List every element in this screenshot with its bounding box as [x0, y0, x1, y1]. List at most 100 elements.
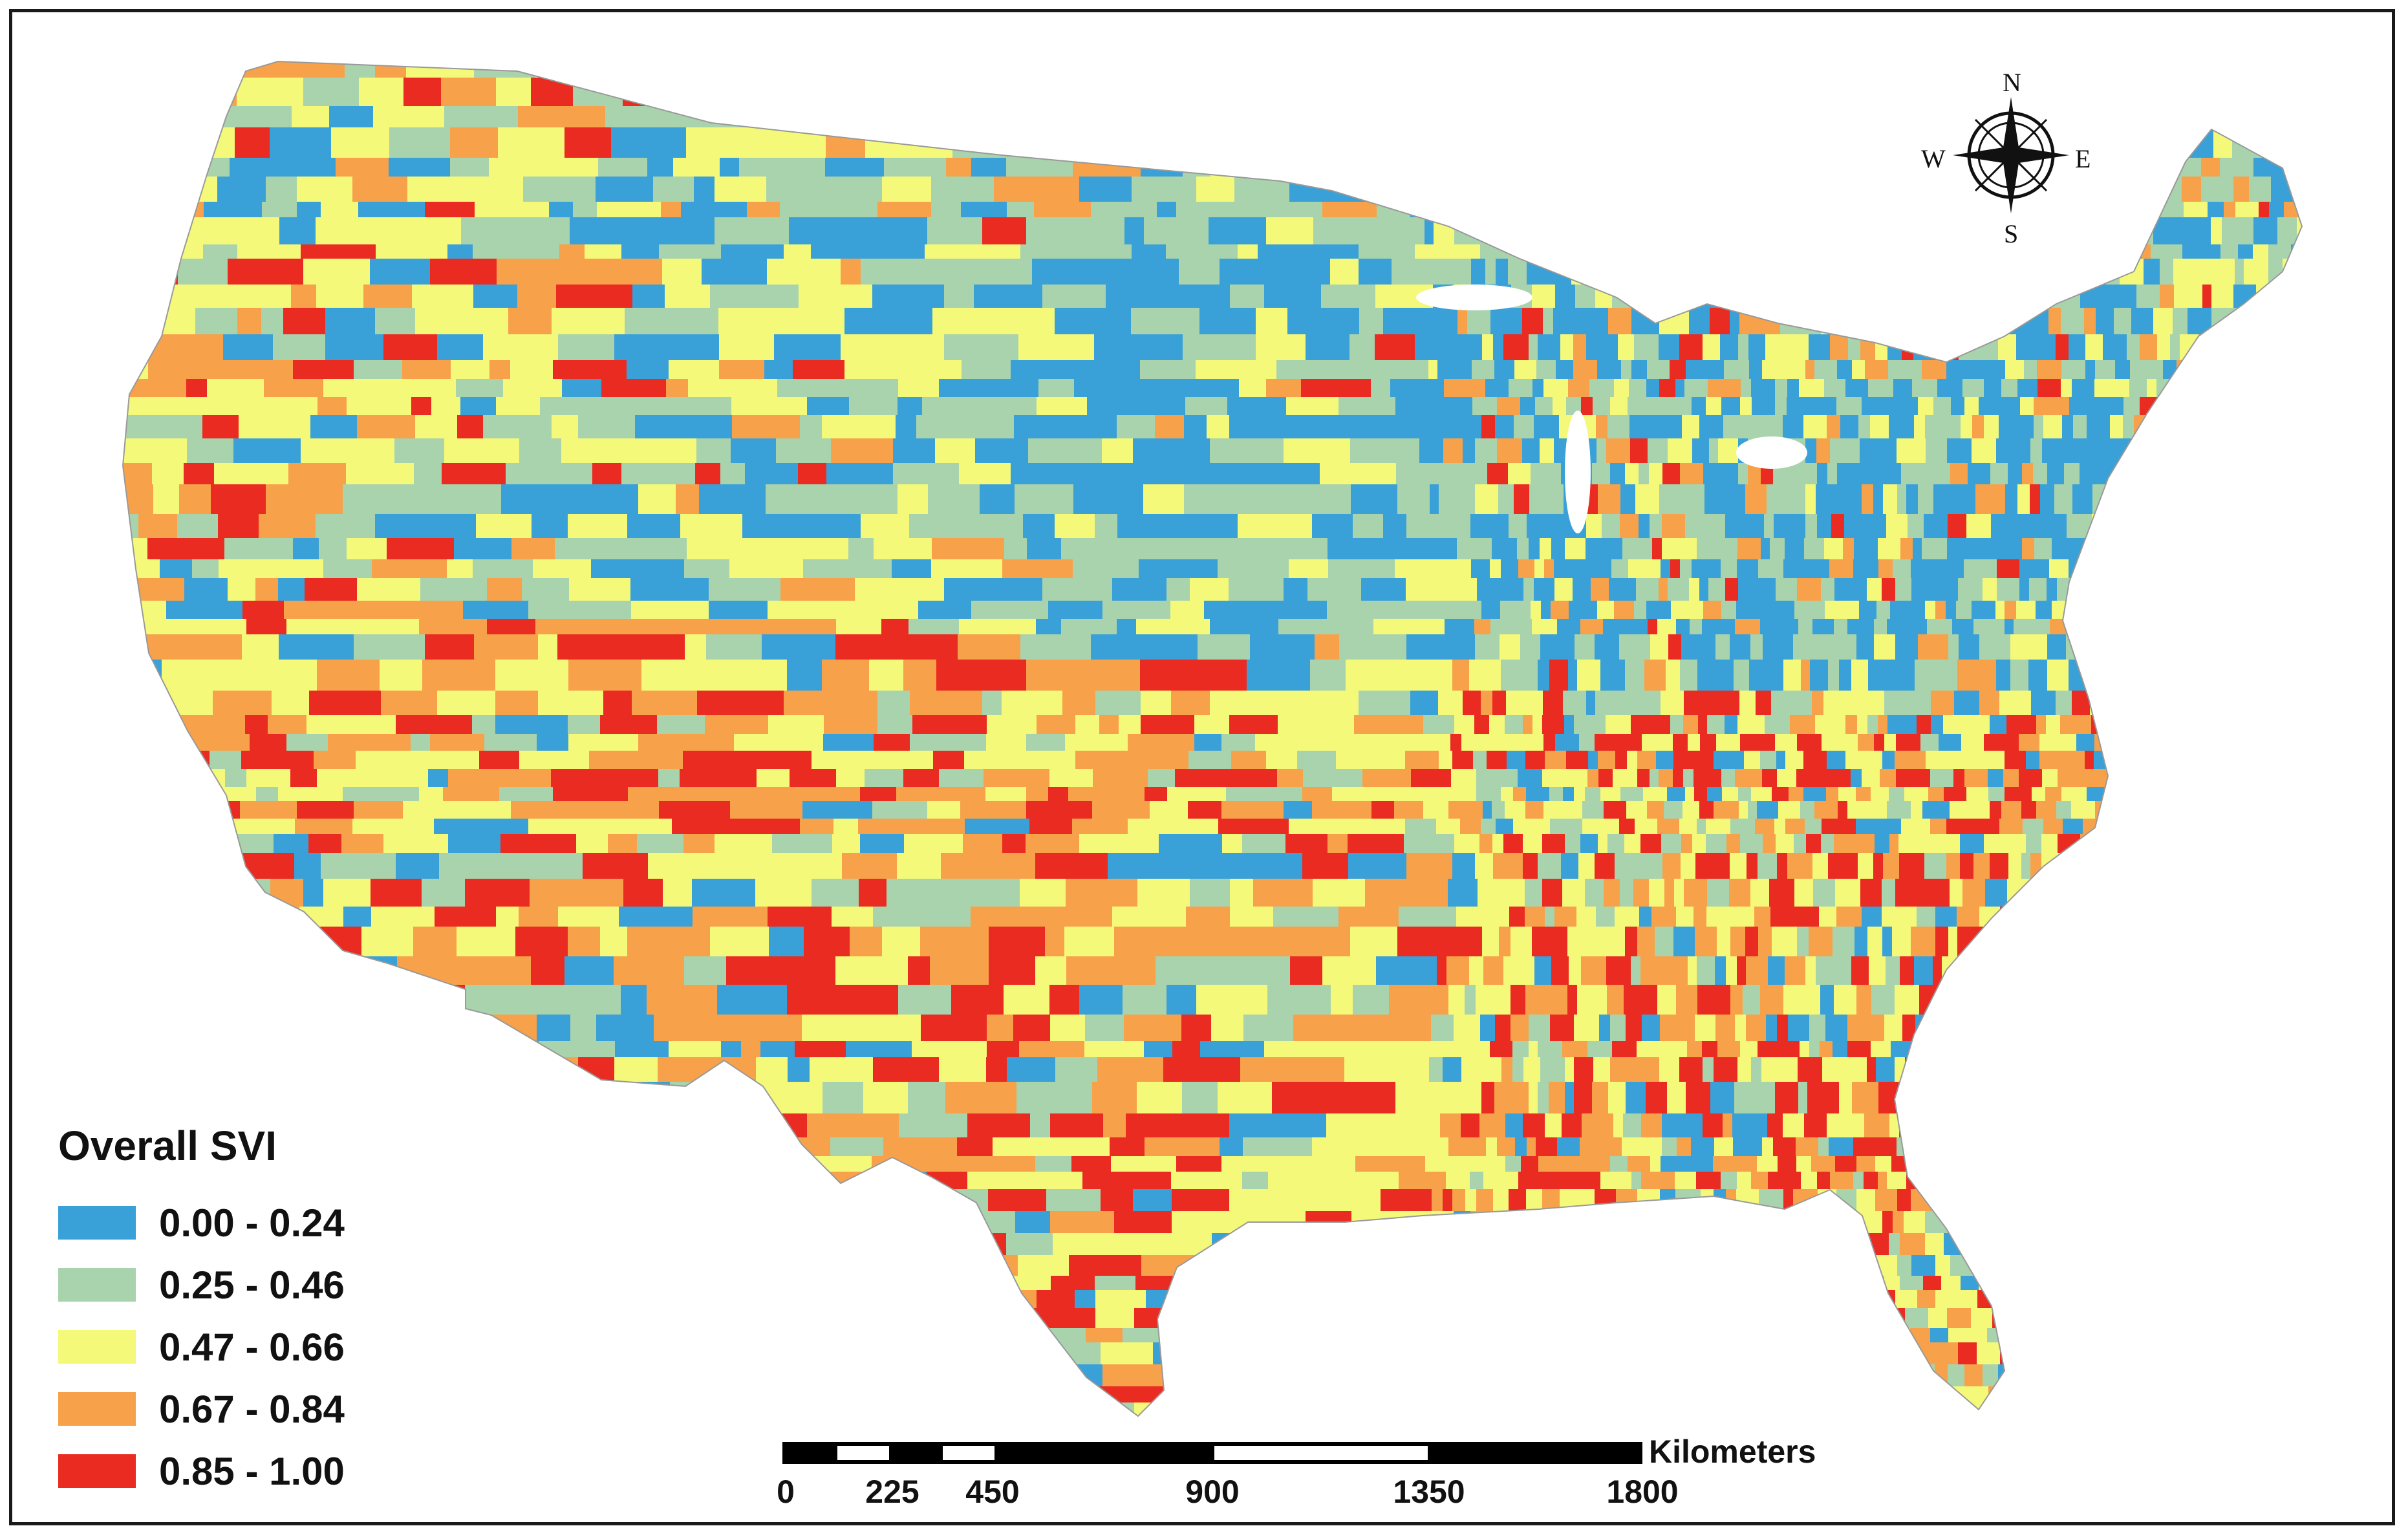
census-tract-cell: [987, 715, 1037, 736]
census-tract-cell: [1898, 244, 1920, 259]
census-tract-cell: [1577, 1386, 1589, 1403]
census-tract-cell: [1679, 1328, 1692, 1343]
census-tract-cell: [2119, 907, 2138, 927]
census-tract-cell: [1919, 244, 1933, 259]
census-tract-cell: [1582, 819, 1607, 835]
census-tract-cell: [571, 1233, 616, 1262]
census-tract-cell: [1861, 127, 1877, 158]
census-tract-cell: [1984, 1113, 1999, 1138]
census-tract-cell: [1743, 202, 1752, 218]
census-tract-cell: [1349, 1189, 1381, 1230]
census-tract-cell: [1926, 1342, 1949, 1365]
census-tract-cell: [2087, 538, 2100, 560]
census-tract-cell: [1440, 1113, 1461, 1138]
census-tract-cell: [1952, 619, 1974, 635]
census-tract-cell: [1913, 1386, 1924, 1403]
census-tract-cell: [1479, 1113, 1492, 1138]
census-tract-cell: [2028, 660, 2048, 691]
census-tract-cell: [1961, 1276, 1979, 1291]
census-tract-cell: [1693, 78, 1714, 107]
census-tract-cell: [1185, 397, 1228, 418]
census-tract-cell: [2253, 244, 2269, 259]
census-tract-cell: [1985, 879, 2008, 907]
census-tract-cell: [1926, 751, 1937, 769]
census-tract-cell: [1554, 927, 1568, 957]
census-tract-cell: [2261, 1113, 2273, 1138]
census-tract-cell: [2120, 127, 2133, 158]
census-tract-cell: [1732, 1113, 1748, 1138]
census-tract-cell: [1852, 1328, 1865, 1343]
census-tract-cell: [2050, 1015, 2074, 1042]
census-tract-cell: [1509, 1403, 1528, 1416]
census-tract-cell: [2142, 751, 2155, 769]
census-tract-cell: [686, 127, 762, 161]
census-tract-cell: [2270, 1137, 2281, 1157]
census-tract-cell: [1838, 1328, 1853, 1343]
census-tract-cell: [388, 1015, 442, 1054]
census-tract-cell: [2041, 1386, 2059, 1403]
census-tract-cell: [2287, 379, 2302, 398]
census-tract-cell: [341, 985, 390, 1038]
census-tract-cell: [1775, 285, 1791, 308]
census-tract-cell: [2187, 1328, 2204, 1343]
census-tract-cell: [1279, 1255, 1322, 1276]
census-tract-cell: [1511, 438, 1523, 464]
census-tract-cell: [329, 106, 374, 130]
census-tract-cell: [1538, 1364, 1550, 1387]
census-tract-cell: [515, 927, 568, 962]
census-tract-cell: [2156, 985, 2175, 1015]
census-tract-cell: [1833, 177, 1856, 202]
census-tract-cell: [1948, 1328, 1969, 1343]
census-tract-cell: [1918, 484, 1934, 515]
census-tract-cell: [1559, 819, 1583, 835]
census-tract-cell: [424, 1255, 455, 1298]
census-tract-cell: [1751, 1172, 1768, 1190]
census-tract-cell: [1900, 177, 1913, 202]
census-tract-cell: [1613, 127, 1624, 158]
census-tract-cell: [1754, 907, 1771, 927]
census-tract-cell: [1565, 634, 1575, 660]
census-tract-cell: [2173, 308, 2188, 335]
census-tract-cell: [1667, 787, 1686, 802]
census-tract-cell: [630, 1328, 698, 1355]
census-tract-cell: [2211, 285, 2234, 308]
census-tract-cell: [2217, 660, 2229, 691]
census-tract-cell: [2092, 1276, 2114, 1291]
census-tract-cell: [1454, 360, 1472, 380]
census-tract-cell: [2239, 1015, 2252, 1042]
census-tract-cell: [1911, 927, 1936, 957]
census-tract-cell: [1867, 927, 1883, 957]
census-tract-cell: [2016, 601, 2036, 619]
census-tract-cell: [2153, 1342, 2174, 1365]
census-tract-cell: [1144, 217, 1209, 246]
census-tract-cell: [1439, 1403, 1452, 1416]
census-tract-cell: [1783, 127, 1803, 158]
census-tract-cell: [1492, 1403, 1509, 1416]
census-tract-cell: [1805, 360, 1815, 380]
census-tract-cell: [1573, 578, 1591, 601]
census-tract-cell: [1909, 1403, 1927, 1416]
census-tract-cell: [605, 106, 643, 130]
census-tract-cell: [1792, 1364, 1810, 1387]
census-tract-cell: [2263, 787, 2283, 802]
census-tract-cell: [2214, 715, 2233, 735]
census-tract-cell: [2046, 1276, 2071, 1291]
census-tract-cell: [553, 1255, 598, 1293]
census-tract-cell: [2223, 601, 2233, 619]
census-tract-cell: [2181, 734, 2206, 751]
census-tract-cell: [1793, 634, 1819, 660]
census-tract-cell: [2305, 397, 2327, 416]
census-tract-cell: [1960, 834, 1984, 854]
census-tract-cell: [252, 660, 317, 696]
census-tract-cell: [1495, 1015, 1511, 1042]
census-tract-cell: [2189, 1290, 2208, 1309]
census-tract-cell: [1652, 538, 1662, 560]
census-tract-cell: [2272, 660, 2282, 691]
census-tract-cell: [2030, 1189, 2041, 1212]
census-tract-cell: [810, 1290, 837, 1332]
census-tract-cell: [1430, 1233, 1444, 1256]
census-tract-cell: [1434, 217, 1455, 245]
census-tract-cell: [2238, 244, 2253, 259]
census-tract-cell: [1553, 1276, 1576, 1291]
census-tract-cell: [1653, 853, 1663, 879]
